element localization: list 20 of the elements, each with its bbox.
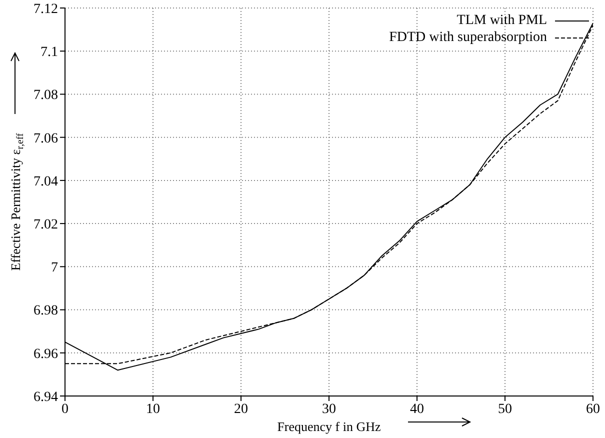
x-tick-label: 10	[146, 402, 160, 417]
y-tick-label: 7.02	[34, 218, 58, 233]
y-tick-label: 6.94	[34, 390, 58, 405]
y-tick-label: 7.1	[40, 45, 58, 60]
y-tick-label: 7.04	[34, 174, 58, 190]
x-tick-label: 50	[498, 402, 512, 417]
x-axis-title: Frequency f in GHz	[277, 419, 382, 434]
legend-label: TLM with PML	[456, 12, 547, 29]
y-tick-label: 7.12	[34, 2, 58, 17]
y-tick-label: 6.98	[34, 304, 58, 319]
y-tick-label: 6.96	[34, 346, 58, 362]
y-tick-label: 7.08	[34, 88, 58, 104]
x-tick-label: 60	[586, 402, 600, 417]
legend-label: FDTD with superabsorption	[389, 29, 547, 46]
x-tick-label: 30	[322, 402, 336, 417]
x-tick-label: 20	[234, 402, 248, 417]
x-tick-label: 40	[410, 402, 424, 417]
x-tick-label: 0	[62, 402, 68, 417]
y-tick-label: 7.06	[34, 131, 58, 146]
y-tick-label: 7	[51, 260, 58, 276]
